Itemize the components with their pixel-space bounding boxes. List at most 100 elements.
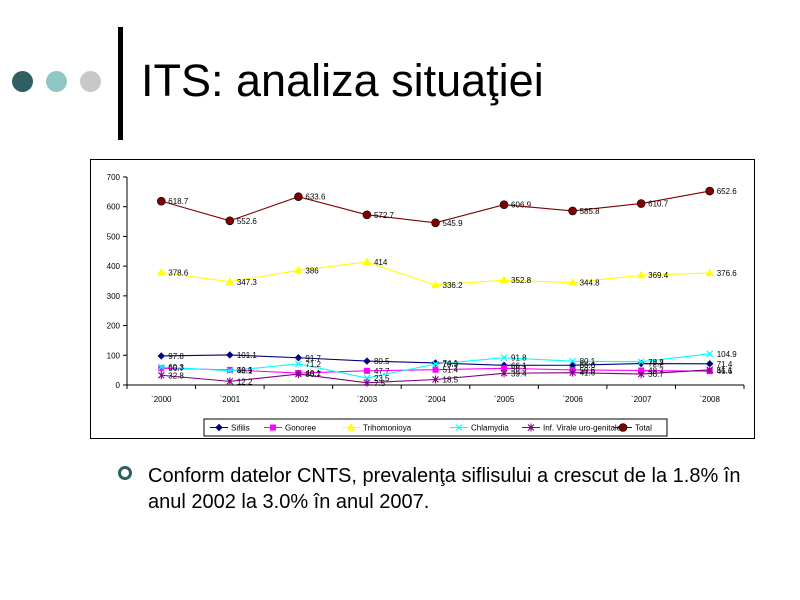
data-label: 378.6: [168, 269, 189, 278]
data-label: 50.9: [237, 366, 253, 375]
y-tick-label: 400: [107, 262, 121, 271]
x-tick-label: `2008: [699, 395, 720, 404]
data-point: [432, 360, 439, 368]
data-label: 101.1: [237, 351, 258, 360]
data-label: 80.1: [580, 357, 596, 366]
data-label: 51.1: [717, 366, 733, 375]
data-point: [226, 367, 234, 375]
data-point: [499, 200, 509, 209]
dot-gray: [80, 71, 101, 92]
legend-entry: Inf. Virale uro-genitale: [543, 424, 622, 433]
data-point: [636, 270, 646, 279]
y-tick-label: 600: [107, 203, 121, 212]
data-point: [157, 352, 165, 360]
data-label: 336.2: [443, 281, 464, 290]
data-label: 552.6: [237, 217, 258, 226]
data-point: [618, 423, 628, 432]
data-point: [706, 350, 714, 358]
data-label: 97.8: [168, 352, 184, 361]
legend-entry: Sifilis: [231, 424, 250, 433]
x-tick-label: `2006: [562, 395, 583, 404]
data-label: 80.5: [374, 357, 390, 366]
slide-title: ITS: analiza situaţiei: [141, 55, 544, 106]
data-point: [362, 257, 372, 265]
data-label: 36.7: [305, 370, 321, 379]
data-label: 46.6: [717, 367, 733, 376]
data-point: [294, 360, 302, 368]
data-label: 74.1: [443, 359, 459, 368]
dot-dark-teal: [12, 71, 33, 92]
data-label: 70.3: [443, 360, 459, 369]
data-label: 414: [374, 258, 388, 267]
data-point: [706, 365, 714, 374]
data-label: 50.6: [580, 366, 596, 375]
data-label: 56.3: [511, 364, 527, 373]
data-point: [569, 357, 577, 365]
data-point: [363, 357, 371, 365]
data-label: 71.2: [305, 360, 321, 369]
data-point: [294, 265, 303, 274]
data-point: [225, 277, 235, 285]
data-point: [568, 278, 577, 286]
data-label: 48.1: [237, 367, 253, 376]
data-point: [225, 216, 235, 226]
dot-light-teal: [46, 71, 67, 92]
chart-area: 0 100 200 300 400 500 600 700 `2000 `2001 `2002 `20…: [90, 159, 755, 439]
data-point: [705, 186, 715, 196]
data-point: [527, 423, 535, 432]
data-point: [215, 423, 223, 432]
data-point: [432, 375, 439, 384]
data-label: 56.7: [168, 364, 184, 373]
data-label: 39.4: [511, 369, 527, 378]
data-label: 36.7: [648, 370, 664, 379]
data-point: [499, 275, 509, 284]
data-point: [226, 377, 234, 386]
line-chart: 0 100 200 300 400 500 600 700 `2000 `2001 `2002 `20…: [107, 173, 745, 437]
data-label: 633.6: [305, 193, 326, 202]
x-tick-label: `2002: [288, 395, 309, 404]
y-tick-label: 100: [107, 351, 121, 360]
data-label: 618.7: [168, 197, 189, 206]
data-point: [500, 369, 508, 378]
data-point: [156, 268, 166, 276]
bullet-text: Conform datelor CNTS, prevalenţa siflisu…: [148, 465, 741, 513]
data-point: [431, 280, 440, 289]
data-point: [158, 365, 165, 372]
data-label: 48.7: [648, 367, 664, 376]
legend: [203, 418, 668, 437]
data-label: 347.3: [237, 278, 258, 287]
data-label: 91.8: [511, 354, 527, 363]
y-tick-label: 700: [107, 173, 121, 182]
bullet-icon: [118, 466, 132, 480]
data-point: [637, 370, 645, 379]
decorative-dots: [12, 71, 104, 95]
data-label: 66.6: [580, 361, 596, 370]
x-tick-label: `2007: [631, 395, 652, 404]
data-label: 47.7: [374, 367, 390, 376]
data-label: 104.9: [717, 350, 738, 359]
data-point: [157, 371, 165, 380]
data-label: 91.7: [305, 354, 321, 363]
x-tick-label: `2003: [357, 395, 378, 404]
x-tick-label: `2004: [425, 395, 446, 404]
data-label: 610.7: [648, 200, 669, 209]
data-point: [362, 210, 372, 220]
data-point: [569, 368, 576, 377]
data-point: [432, 366, 439, 373]
data-label: 18.5: [443, 376, 459, 385]
data-label: 572.7: [374, 211, 395, 220]
data-label: 352.8: [511, 276, 532, 285]
data-label: 369.4: [648, 271, 669, 280]
data-point: [637, 358, 645, 366]
y-tick-label: 300: [107, 292, 121, 301]
data-label: 386: [305, 266, 319, 275]
data-label: 78.2: [648, 358, 664, 367]
data-point: [568, 206, 577, 216]
data-label: 66.1: [511, 361, 527, 370]
data-point: [226, 351, 234, 359]
title-divider: [118, 27, 123, 140]
data-label: 71.4: [717, 360, 733, 369]
data-point: [363, 378, 371, 387]
data-label: 376.6: [717, 269, 738, 278]
data-label: 41.6: [580, 369, 596, 378]
